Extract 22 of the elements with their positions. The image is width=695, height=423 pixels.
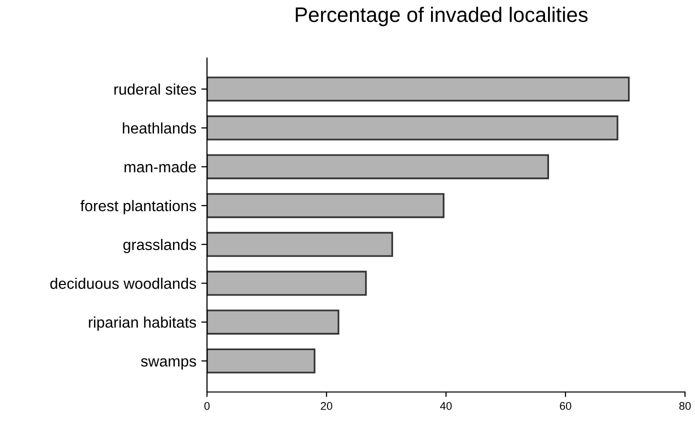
- bar: [207, 348, 316, 374]
- bar: [207, 232, 394, 257]
- bar: [207, 310, 340, 335]
- y-tick-label: deciduous woodlands: [50, 278, 196, 289]
- x-tick-label: 60: [560, 402, 572, 410]
- y-tick-label: forest plantations: [80, 200, 196, 214]
- y-tick-label: grasslands: [123, 238, 196, 254]
- y-tick-label: heathlands: [122, 122, 196, 134]
- bar: [207, 76, 630, 102]
- bar: [207, 270, 367, 296]
- y-tick-label: swamps: [140, 358, 196, 370]
- y-tick-label: ruderal sites: [114, 84, 196, 95]
- chart-title: Percentage of invaded localities: [296, 6, 588, 26]
- x-tick-label: 20: [320, 402, 332, 410]
- y-tick-label: man-made: [124, 161, 196, 172]
- x-tick-label: 0: [204, 402, 210, 410]
- bar: [207, 154, 550, 180]
- x-tick-label: 80: [679, 402, 691, 410]
- bar: [207, 193, 444, 218]
- bar: [207, 115, 618, 140]
- x-tick-label: 40: [440, 402, 452, 410]
- y-tick-label: riparian habitats: [88, 316, 196, 331]
